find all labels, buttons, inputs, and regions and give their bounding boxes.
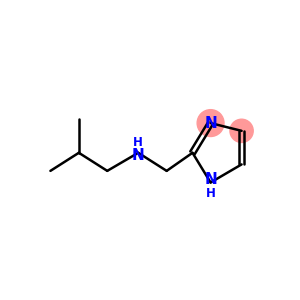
Text: H: H <box>133 136 143 149</box>
Text: N: N <box>132 148 145 163</box>
Text: H: H <box>206 187 215 200</box>
Text: N: N <box>204 116 217 130</box>
Circle shape <box>197 110 224 136</box>
Text: N: N <box>204 172 217 188</box>
Circle shape <box>230 119 253 142</box>
